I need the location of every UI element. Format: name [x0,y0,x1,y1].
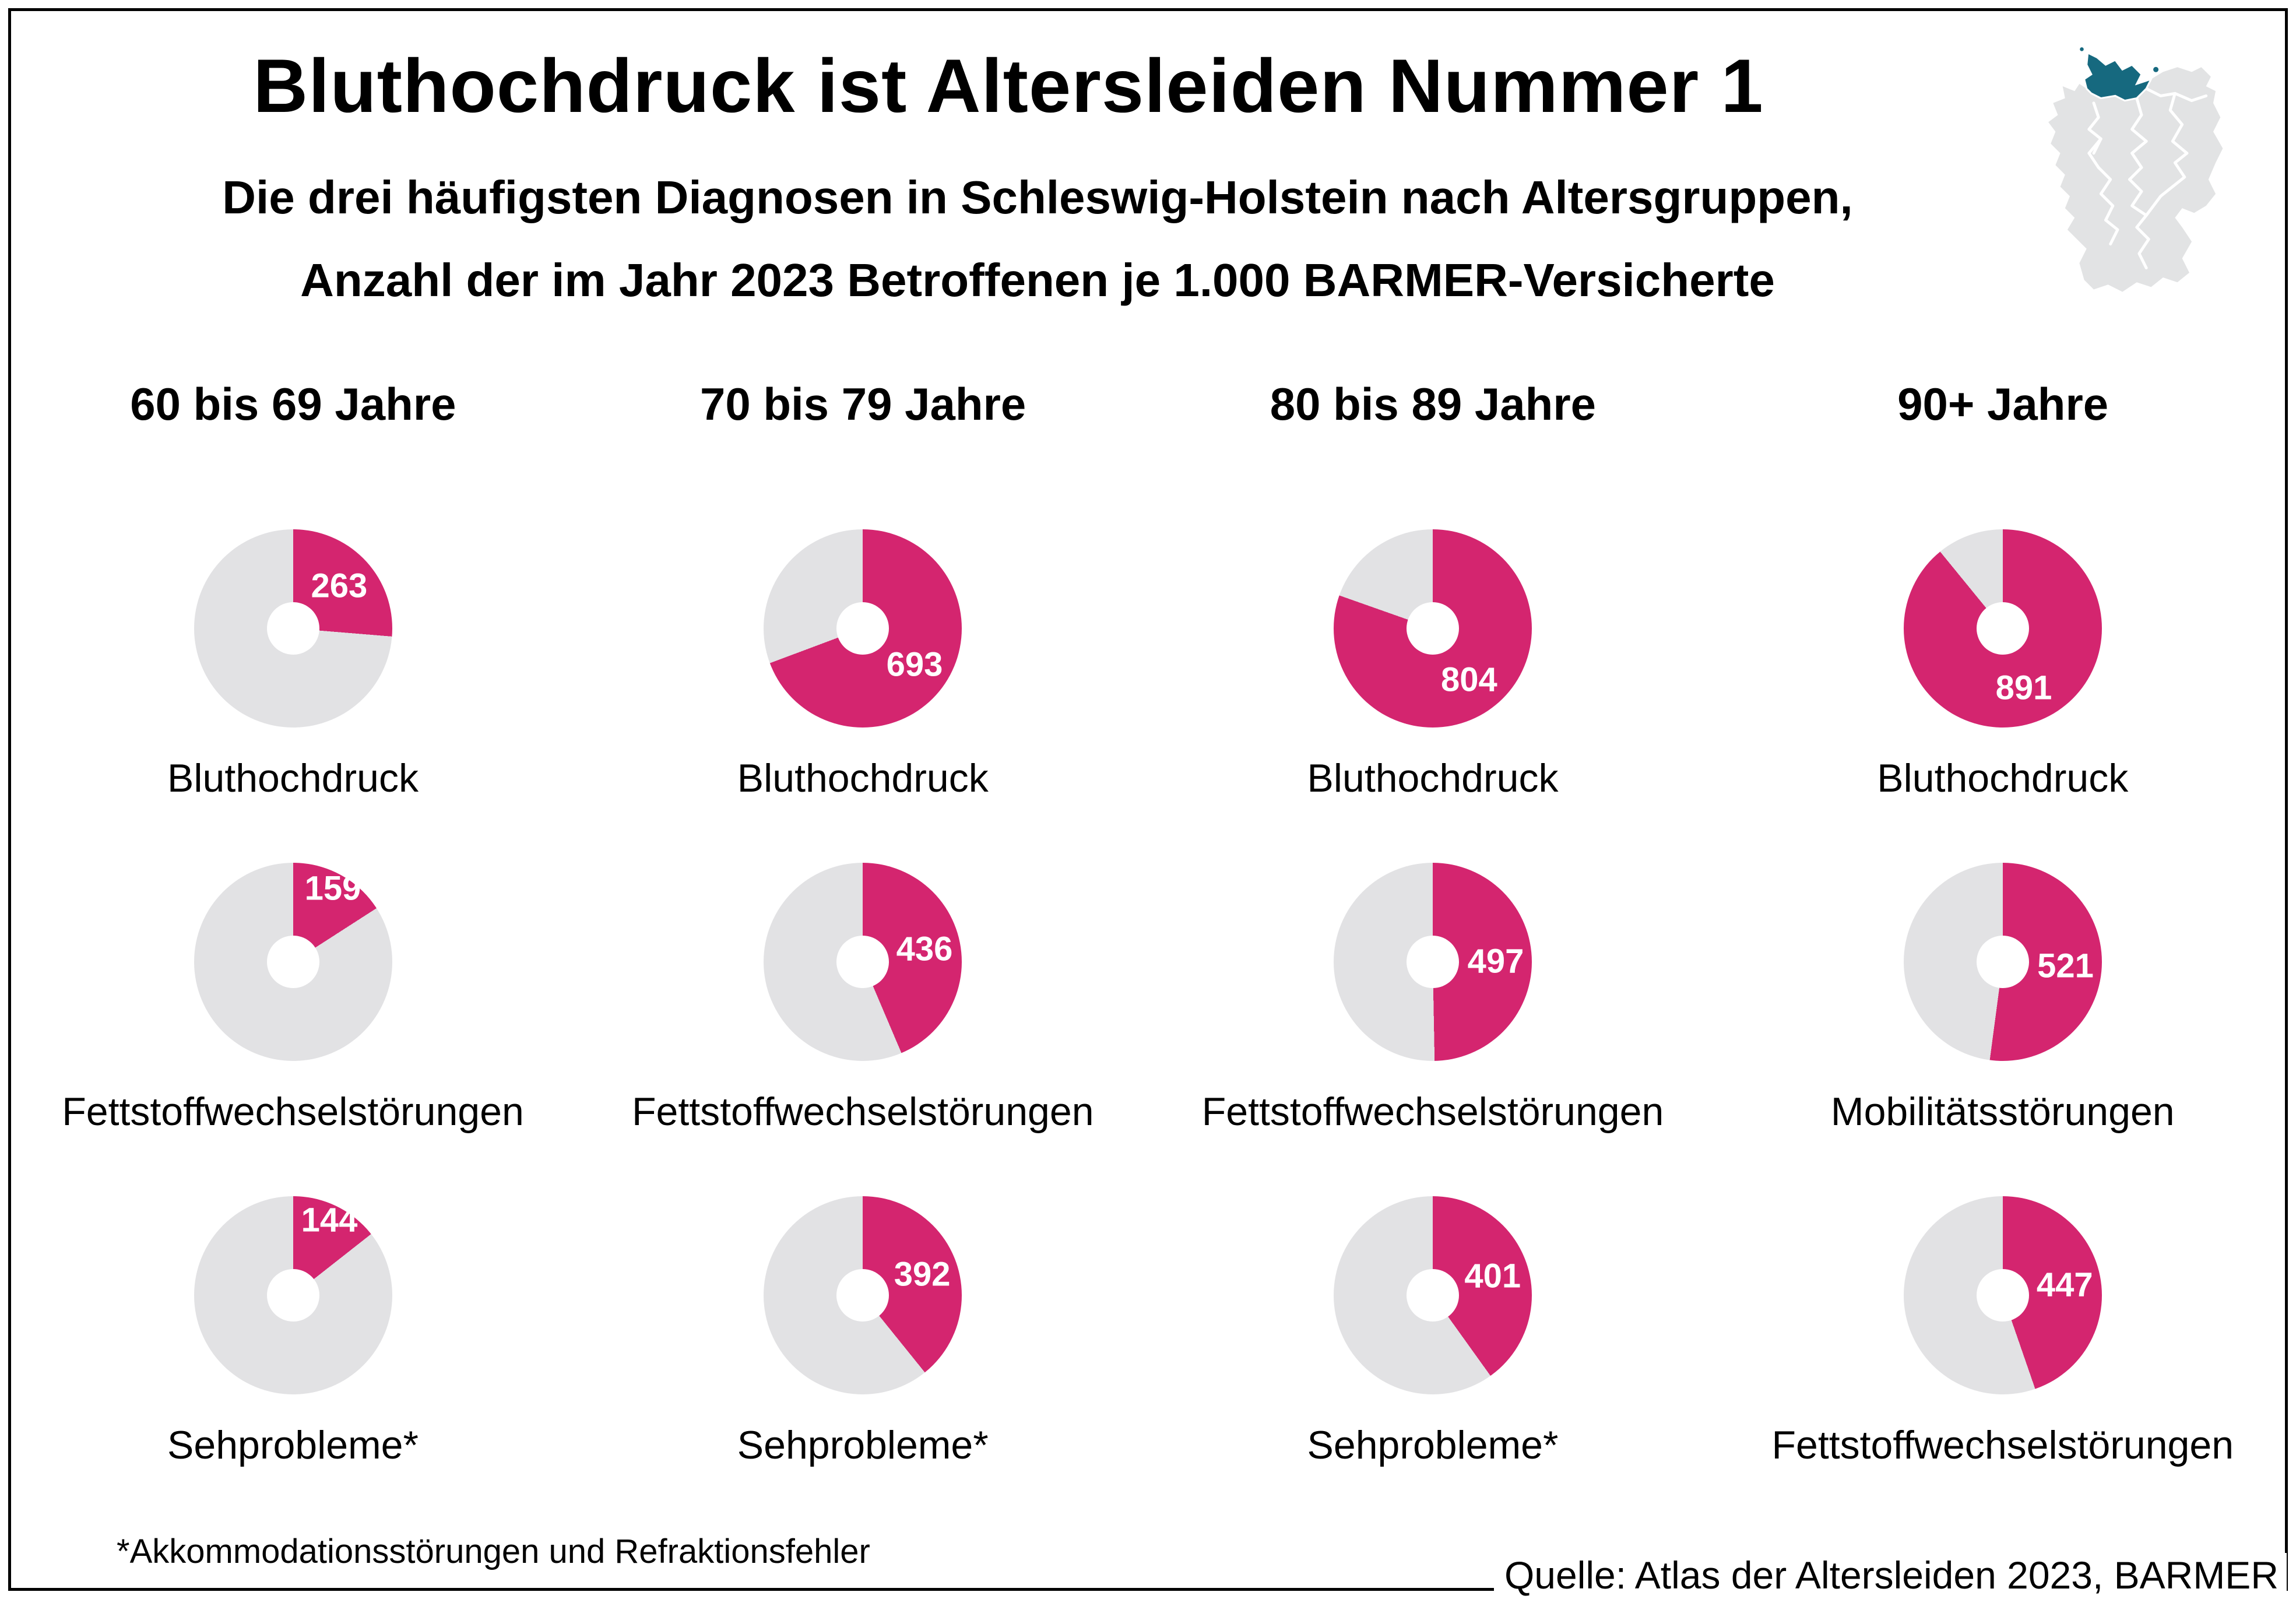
age-group-header: 60 bis 69 Jahre [130,378,456,430]
diagnosis-label: Bluthochdruck [1307,756,1559,800]
donut-chart: 891 [1903,529,2102,728]
donut-chart: 263 [194,529,392,728]
diagnosis-label: Fettstoffwechselstörungen [62,1090,524,1134]
footnote: *Akkommodationsstörungen und Refraktions… [117,1533,870,1570]
sylt-island-dot [2080,47,2084,51]
donut-chart: 159 [194,863,392,1061]
donut-cell: 521 Mobilitätsstörungen [1718,863,2287,1196]
donut-value: 693 [886,645,943,684]
donut-chart: 436 [764,863,962,1061]
donut-hole [836,1269,889,1322]
donut-chart: 804 [1334,529,1532,728]
donut-value: 447 [2036,1266,2093,1304]
donut-hole [266,936,319,988]
donut-chart: 144 [194,1196,392,1394]
page-subtitle: Die drei häufigsten Diagnosen in Schlesw… [0,156,2075,322]
donut-value: 891 [1995,669,2052,707]
donut-cell: 144 Sehprobleme* [8,1196,578,1530]
subtitle-line-2: Anzahl der im Jahr 2023 Betroffenen je 1… [300,254,1775,306]
donut-cell: 392 Sehprobleme* [578,1196,1148,1530]
donut-chart: 401 [1334,1196,1532,1394]
donut-value: 263 [311,567,368,605]
donut-value: 436 [896,930,953,968]
age-group-header: 90+ Jahre [1897,378,2109,430]
donut-hole [1976,1269,2029,1322]
schleswig-holstein-region [2083,51,2153,102]
donut-hole [1976,936,2029,988]
donut-hole [266,602,319,655]
age-group-header: 80 bis 89 Jahre [1270,378,1597,430]
diagnosis-label: Mobilitätsstörungen [1830,1090,2175,1134]
donut-hole [266,1269,319,1322]
donut-value: 521 [2037,947,2094,985]
donut-cell: 447 Fettstoffwechselstörungen [1718,1196,2287,1530]
diagnosis-label: Bluthochdruck [737,756,989,800]
diagnosis-label: Fettstoffwechselstörungen [1201,1090,1664,1134]
donut-cell: 401 Sehprobleme* [1148,1196,1718,1530]
donut-value: 497 [1467,942,1524,981]
donut-chart: 447 [1903,1196,2102,1394]
donut-chart: 693 [764,529,962,728]
age-group-headers: 60 bis 69 Jahre 70 bis 79 Jahre 80 bis 89 … [8,378,2288,431]
donut-cell: 804 Bluthochdruck [1148,529,1718,863]
donut-cell: 693 Bluthochdruck [578,529,1148,863]
donut-value: 144 [301,1201,358,1239]
donut-cell: 497 Fettstoffwechselstörungen [1148,863,1718,1196]
age-group-header: 70 bis 79 Jahre [699,378,1026,430]
donut-value: 392 [894,1255,951,1294]
donut-hole [836,602,889,655]
diagnosis-label: Fettstoffwechselstörungen [631,1090,1094,1134]
donut-chart: 497 [1334,863,1532,1061]
donut-cell: 436 Fettstoffwechselstörungen [578,863,1148,1196]
page-title: Bluthochdruck ist Altersleiden Nummer 1 [253,43,1764,128]
diagnosis-label: Fettstoffwechselstörungen [1771,1423,2234,1467]
state-borders [2087,87,2208,270]
donut-cell: 263 Bluthochdruck [8,529,578,863]
donut-chart: 392 [764,1196,962,1394]
diagnosis-label: Sehprobleme* [737,1423,989,1467]
source-caption: Quelle: Atlas der Altersleiden 2023, BAR… [1493,1553,2287,1599]
donut-hole [1407,936,1459,988]
donut-hole [1976,602,2029,655]
diagnosis-label: Sehprobleme* [1307,1423,1559,1467]
subtitle-line-1: Die drei häufigsten Diagnosen in Schlesw… [222,171,1853,223]
fehmarn-island-dot [2153,66,2159,72]
donut-value: 401 [1464,1257,1521,1295]
diagnosis-label: Bluthochdruck [1877,756,2129,800]
diagnosis-label: Bluthochdruck [167,756,419,800]
donut-value: 804 [1440,660,1497,699]
donut-cell: 891 Bluthochdruck [1718,529,2287,863]
donut-chart: 521 [1903,863,2102,1061]
donut-value: 159 [304,869,361,908]
diagnosis-label: Sehprobleme* [167,1423,419,1467]
donut-cell: 159 Fettstoffwechselstörungen [8,863,578,1196]
germany-map-icon [2048,47,2223,292]
donut-hole [836,936,889,988]
donut-hole [1407,602,1459,655]
donut-hole [1407,1269,1459,1322]
